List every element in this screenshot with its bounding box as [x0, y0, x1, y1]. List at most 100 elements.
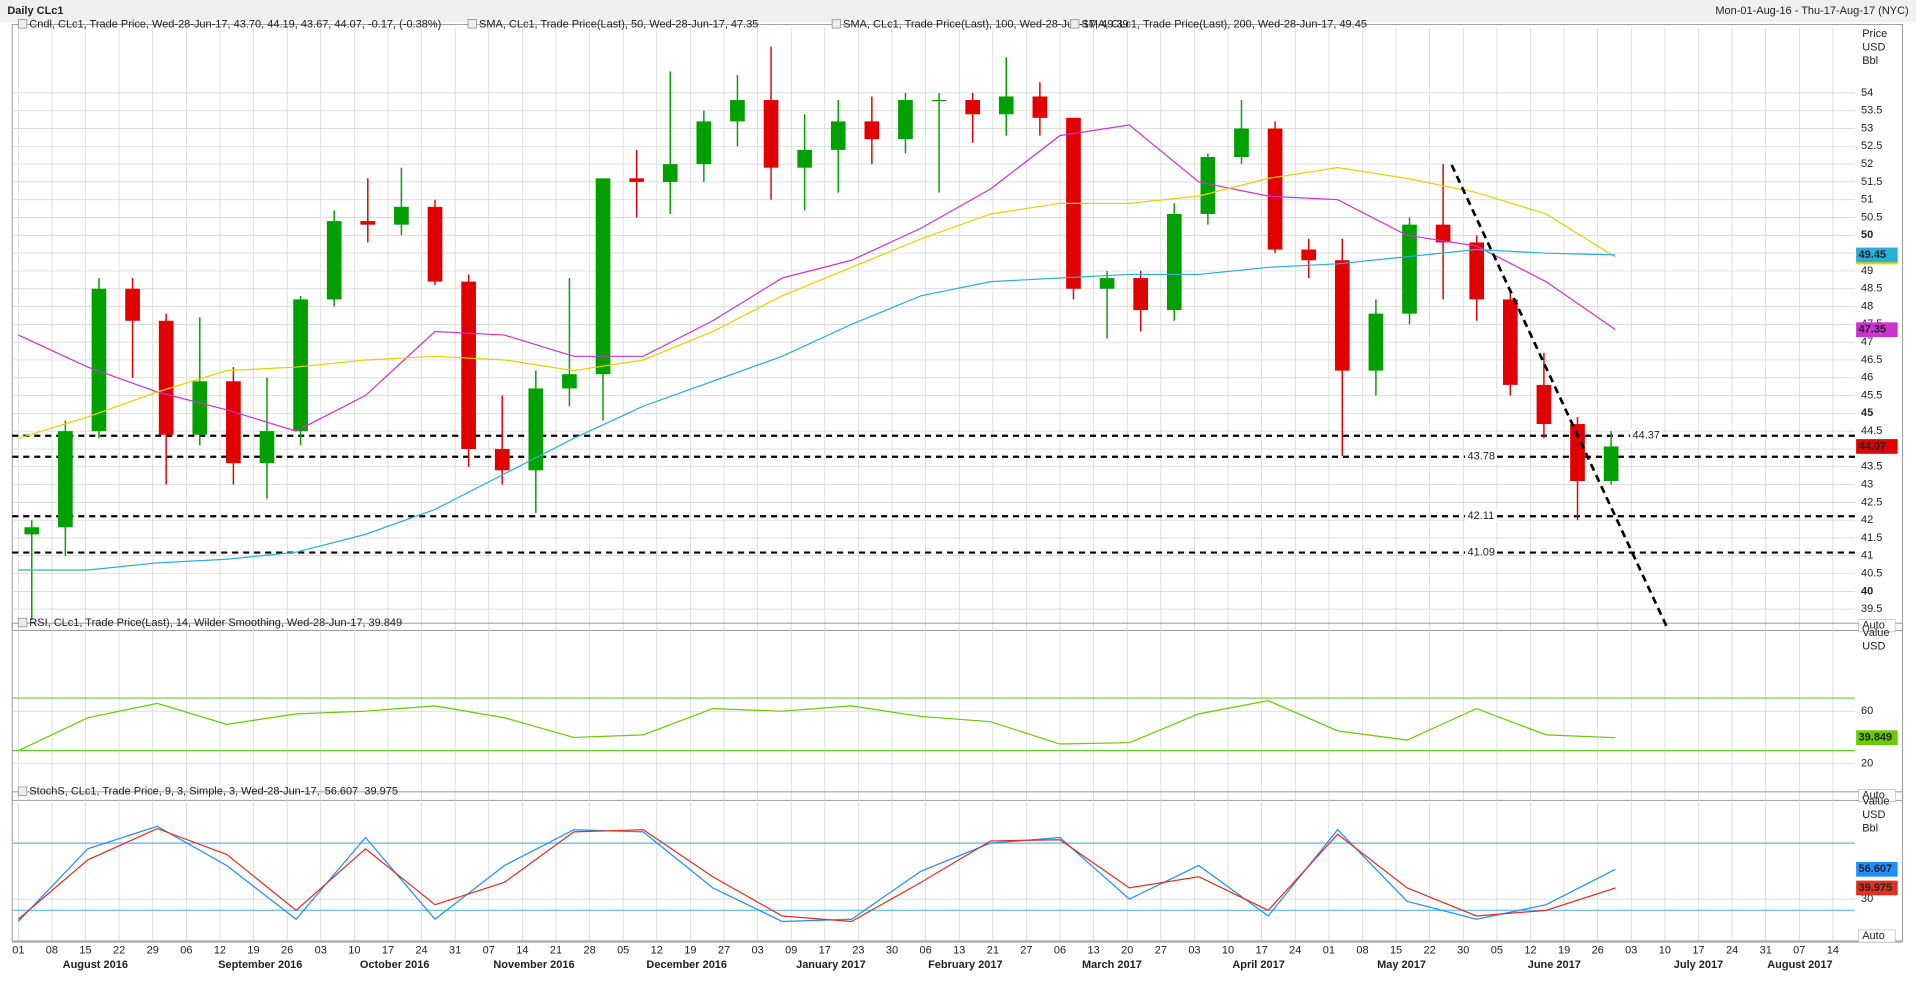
panel-frame	[11, 23, 1904, 632]
legend-text: SMA, CLc1, Trade Price(Last), 100, Wed-2…	[843, 18, 1129, 30]
x-tick-label: 27	[1155, 945, 1167, 957]
value-box	[1856, 861, 1898, 877]
month-label: April 2017	[1232, 959, 1285, 971]
y-tick-label: 46	[1861, 372, 1873, 384]
month-label: June 2017	[1528, 959, 1581, 971]
candle-body	[1570, 424, 1585, 481]
y-tick-label: 41.5	[1861, 532, 1882, 544]
month-label: August 2017	[1767, 959, 1832, 971]
month-label: August 2016	[63, 959, 128, 971]
value-box	[1856, 730, 1898, 745]
level-label-bg	[1465, 545, 1497, 559]
legend-icon	[17, 19, 28, 29]
y-tick-label: 42.5	[1861, 496, 1882, 508]
y-tick-label: 20	[1861, 758, 1873, 770]
candle-body	[293, 299, 308, 432]
y-tick-label: 50	[1861, 229, 1873, 241]
y-tick-label: 53.5	[1861, 105, 1882, 117]
month-label: February 2017	[928, 959, 1002, 971]
value-box-label: 44.07	[1859, 440, 1886, 452]
x-tick-label: 31	[1760, 945, 1772, 957]
candle-body	[494, 448, 510, 471]
value-box	[1856, 439, 1898, 454]
legend-text: Cndl, CLc1, Trade Price, Wed-28-Jun-17, …	[29, 18, 441, 30]
x-tick-label: 09	[785, 945, 797, 957]
candle-body	[427, 206, 443, 282]
candle-body	[898, 100, 913, 140]
x-tick-label: 06	[1054, 945, 1066, 957]
level-label: 44.37	[1633, 430, 1660, 442]
level-label: 41.09	[1468, 546, 1495, 558]
legend-icon	[17, 786, 28, 796]
month-label: May 2017	[1377, 959, 1426, 971]
x-tick-label: 01	[1323, 945, 1335, 957]
y-tick-label: 46.5	[1861, 354, 1882, 366]
y-tick-label: 47	[1861, 336, 1873, 348]
candle-body	[1603, 446, 1619, 481]
x-tick-label: 17	[1256, 945, 1268, 957]
y-tick-label: 40.5	[1861, 567, 1882, 579]
x-tick-label: 24	[1726, 945, 1738, 957]
x-tick-label: 22	[1424, 945, 1436, 957]
x-tick-label: 15	[1390, 945, 1402, 957]
candle-body	[662, 164, 678, 182]
x-tick-label: 26	[281, 945, 293, 957]
legend-icon	[831, 19, 842, 29]
level-label: 42.11	[1468, 510, 1495, 522]
value-box-label: 39.975	[1859, 882, 1893, 894]
month-label: October 2016	[360, 959, 430, 971]
x-tick-label: 27	[1020, 945, 1032, 957]
y-tick-label: 43.5	[1861, 461, 1882, 473]
x-tick-label: 17	[819, 945, 831, 957]
sma-line	[18, 248, 1616, 571]
sma-line	[18, 124, 1616, 432]
x-tick-label: 24	[1289, 945, 1301, 957]
x-tick-label: 03	[315, 945, 327, 957]
x-tick-label: 21	[987, 945, 999, 957]
candle-body	[91, 288, 107, 432]
value-box	[1856, 247, 1898, 263]
auto-box	[1858, 789, 1896, 802]
auto-label: Auto	[1862, 789, 1885, 801]
x-tick-label: 01	[12, 945, 24, 957]
axis-label: Value	[1862, 796, 1889, 808]
x-tick-label: 20	[1121, 945, 1133, 957]
candle-body	[259, 431, 275, 464]
candle-body	[1334, 260, 1350, 371]
x-tick-label: 17	[382, 945, 394, 957]
y-tick-label: 50.5	[1861, 211, 1882, 223]
candle-body	[24, 527, 40, 535]
x-tick-label: 03	[751, 945, 763, 957]
y-tick-label: 52	[1861, 158, 1873, 170]
y-tick-label: 51	[1861, 194, 1873, 206]
legend-text: SMA, CLc1, Trade Price(Last), 50, Wed-28…	[479, 18, 758, 30]
indicator-line	[18, 700, 1616, 752]
axis-label: USD	[1862, 42, 1885, 54]
date-range: Mon-01-Aug-16 - Thu-17-Aug-17 (NYC)	[1715, 5, 1908, 17]
panel-frame	[11, 622, 1904, 801]
candle-body	[1435, 224, 1451, 243]
value-box	[1856, 322, 1898, 338]
auto-box	[1858, 929, 1896, 943]
candle-body	[830, 121, 846, 150]
month-label: November 2016	[493, 959, 574, 971]
x-tick-label: 12	[651, 945, 663, 957]
candle-body	[696, 121, 712, 165]
candle-body	[58, 431, 73, 528]
candle-body	[394, 206, 409, 225]
candle-body	[1502, 299, 1518, 385]
candle-body	[1166, 213, 1182, 311]
candle-body	[1234, 128, 1249, 157]
x-tick-label: 21	[550, 945, 562, 957]
candle-body	[1200, 156, 1216, 214]
x-tick-label: 26	[1592, 945, 1604, 957]
x-tick-label: 15	[79, 945, 91, 957]
y-tick-label: 39.5	[1861, 603, 1882, 615]
legend-text: StochS, CLc1, Trade Price, 9, 3, Simple,…	[29, 786, 319, 798]
y-tick-label: 60	[1861, 705, 1873, 717]
x-tick-label: 13	[953, 945, 965, 957]
month-label: July 2017	[1674, 959, 1723, 971]
x-tick-label: 06	[920, 945, 932, 957]
